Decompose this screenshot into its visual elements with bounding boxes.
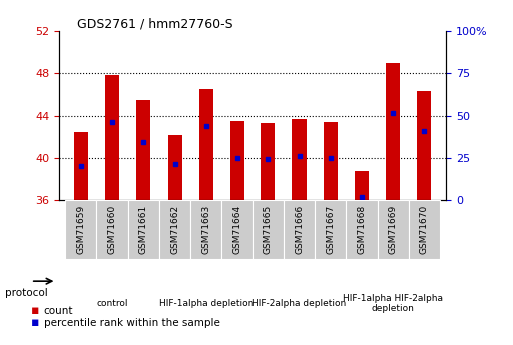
Bar bbox=[128, 200, 159, 259]
Text: protocol: protocol bbox=[5, 288, 48, 298]
Bar bbox=[199, 89, 213, 200]
Text: ▪: ▪ bbox=[31, 304, 40, 317]
Text: GSM71664: GSM71664 bbox=[232, 205, 242, 254]
Bar bbox=[105, 76, 119, 200]
Bar bbox=[168, 135, 182, 200]
Bar bbox=[253, 200, 284, 259]
Text: GDS2761 / hmm27760-S: GDS2761 / hmm27760-S bbox=[77, 17, 232, 30]
Bar bbox=[409, 200, 440, 259]
Bar bbox=[315, 200, 346, 259]
Bar bbox=[378, 200, 409, 259]
Text: HIF-1alpha depletion: HIF-1alpha depletion bbox=[159, 299, 253, 308]
Bar bbox=[74, 132, 88, 200]
Bar bbox=[418, 91, 431, 200]
Text: GSM71669: GSM71669 bbox=[389, 205, 398, 254]
Bar bbox=[159, 200, 190, 259]
Bar bbox=[324, 122, 338, 200]
Text: GSM71662: GSM71662 bbox=[170, 205, 179, 254]
Bar bbox=[292, 119, 307, 200]
Bar bbox=[355, 170, 369, 200]
Bar bbox=[346, 200, 378, 259]
Bar bbox=[284, 200, 315, 259]
Bar bbox=[230, 121, 244, 200]
Text: ▪: ▪ bbox=[31, 316, 40, 329]
Text: GSM71665: GSM71665 bbox=[264, 205, 273, 254]
Text: count: count bbox=[44, 306, 73, 315]
Bar bbox=[136, 100, 150, 200]
Text: GSM71667: GSM71667 bbox=[326, 205, 335, 254]
Text: control: control bbox=[96, 299, 128, 308]
Bar bbox=[65, 200, 96, 259]
Bar bbox=[96, 200, 128, 259]
Text: HIF-2alpha depletion: HIF-2alpha depletion bbox=[252, 299, 347, 308]
Text: GSM71668: GSM71668 bbox=[358, 205, 366, 254]
Text: GSM71661: GSM71661 bbox=[139, 205, 148, 254]
Text: GSM71663: GSM71663 bbox=[201, 205, 210, 254]
Bar bbox=[222, 200, 253, 259]
Bar bbox=[386, 63, 400, 200]
Bar bbox=[190, 200, 222, 259]
Text: percentile rank within the sample: percentile rank within the sample bbox=[44, 318, 220, 327]
Text: GSM71660: GSM71660 bbox=[108, 205, 116, 254]
Text: GSM71666: GSM71666 bbox=[295, 205, 304, 254]
Text: GSM71659: GSM71659 bbox=[76, 205, 85, 254]
Text: GSM71670: GSM71670 bbox=[420, 205, 429, 254]
Bar bbox=[261, 123, 275, 200]
Text: HIF-1alpha HIF-2alpha
depletion: HIF-1alpha HIF-2alpha depletion bbox=[343, 294, 443, 313]
